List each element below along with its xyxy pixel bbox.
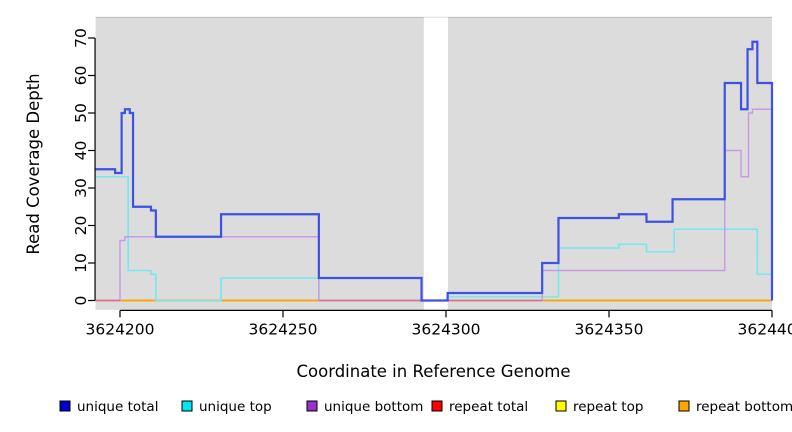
x-axis-title: Coordinate in Reference Genome [296, 362, 571, 381]
legend-label-unique-top: unique top [199, 399, 272, 415]
y-tick-label: 60 [72, 66, 90, 86]
legend-label-repeat-bottom: repeat bottom [696, 399, 792, 415]
coverage-gap-region [423, 17, 448, 310]
y-tick-label: 30 [72, 178, 90, 198]
series-line-unique-total [95, 40, 774, 302]
legend-label-unique-bottom: unique bottom [324, 399, 423, 415]
legend-swatch-unique-total [59, 400, 71, 412]
x-tick-label: 3624250 [248, 320, 317, 338]
x-tick-label: 3624200 [85, 320, 154, 338]
legend-label-repeat-top: repeat top [573, 399, 643, 415]
y-axis-title: Read Coverage Depth [24, 73, 43, 255]
y-tick-label: 0 [72, 296, 90, 306]
y-tick-label: 40 [72, 141, 90, 161]
y-tick-label: 70 [72, 28, 90, 48]
x-tick-label: 3624400 [737, 320, 792, 338]
y-tick-label: 10 [72, 253, 90, 273]
x-tick-label: 3624300 [411, 320, 480, 338]
legend-label-unique-total: unique total [77, 399, 158, 415]
legend-swatch-repeat-total [431, 400, 443, 412]
series-line-unique-bottom [95, 108, 773, 302]
y-tick-label: 50 [72, 103, 90, 123]
legend-swatch-repeat-top [555, 400, 567, 412]
x-tick-label: 3624350 [574, 320, 643, 338]
legend-swatch-repeat-bottom [678, 400, 690, 412]
legend-swatch-unique-bottom [306, 400, 318, 412]
legend-label-repeat-total: repeat total [449, 399, 528, 415]
y-tick-label: 20 [72, 216, 90, 236]
legend-swatch-unique-top [181, 400, 193, 412]
